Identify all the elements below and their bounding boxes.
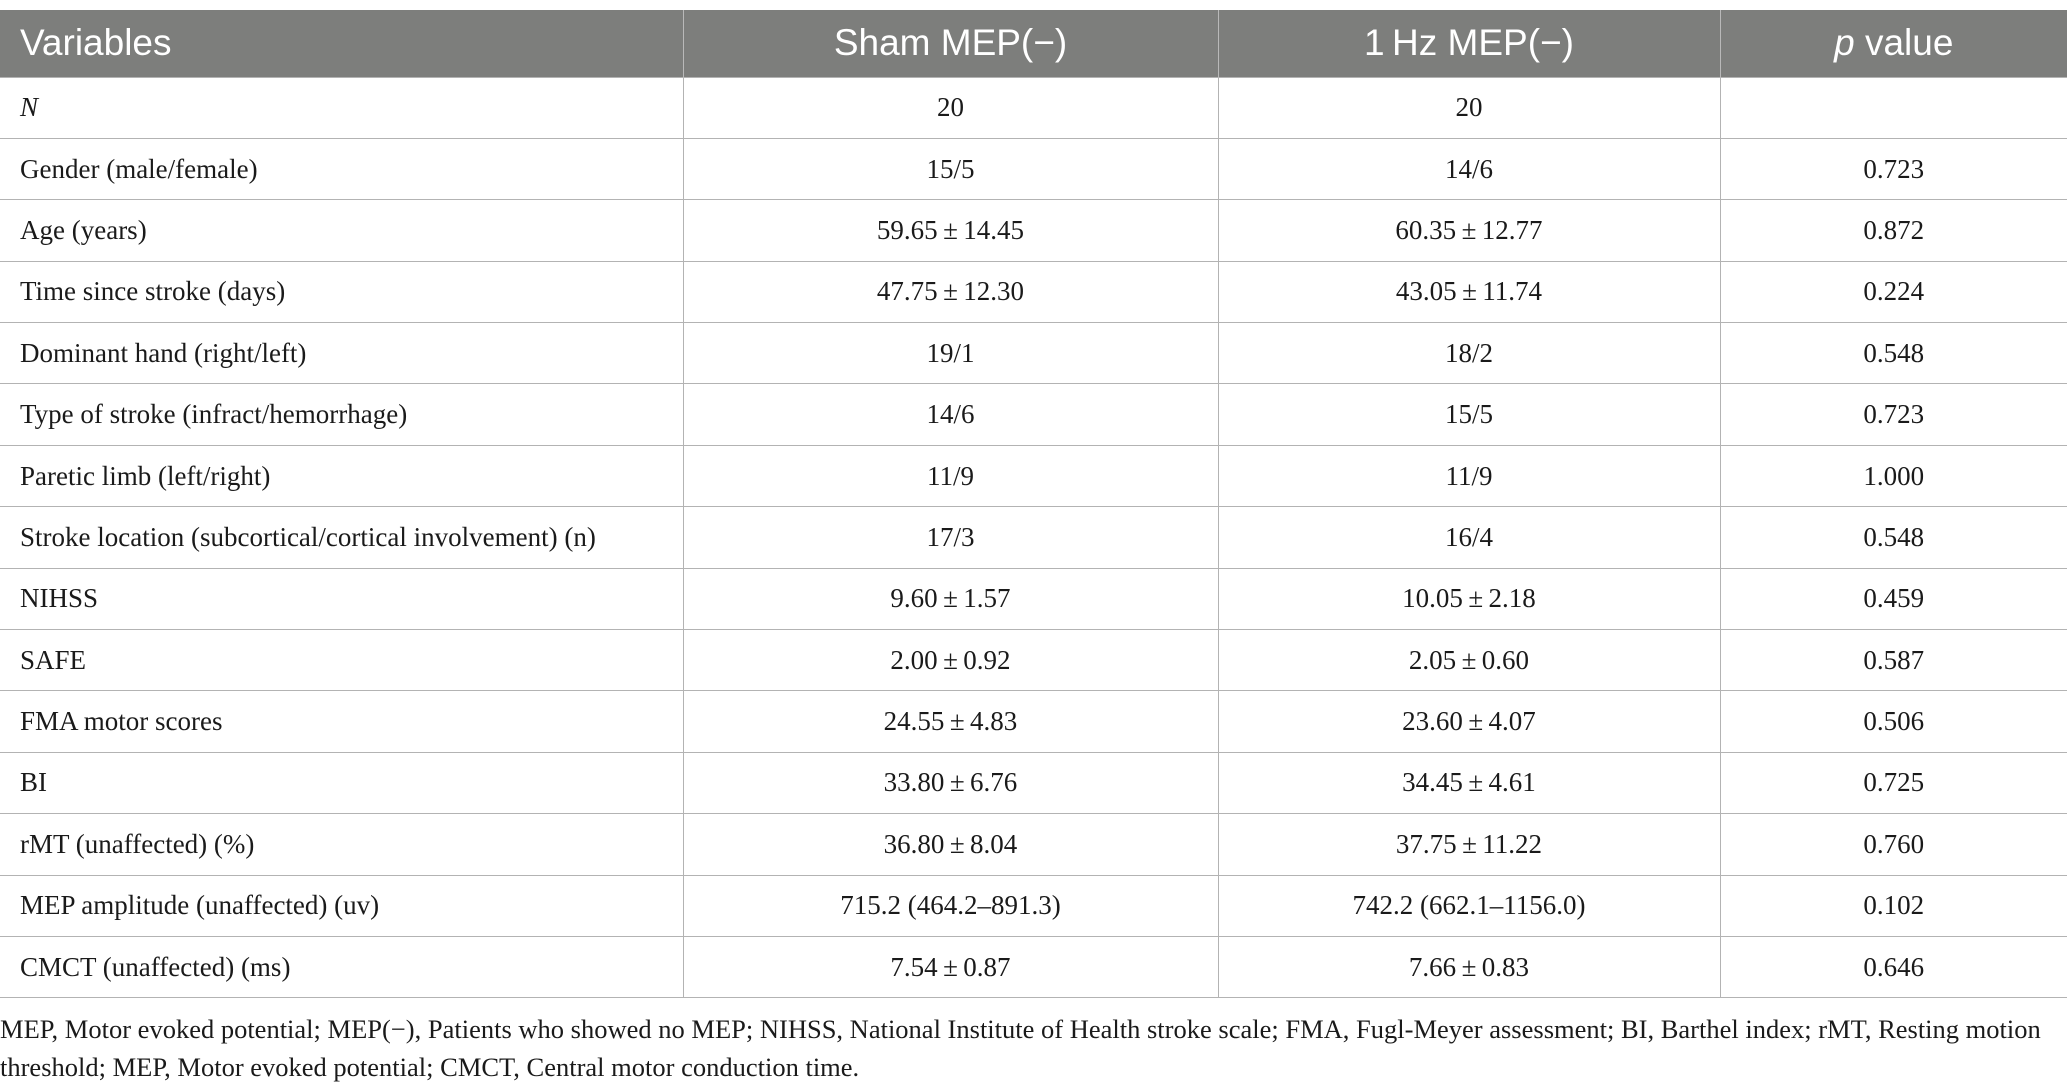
cell-sham: 47.75 ± 12.30 bbox=[682, 260, 1219, 324]
cell-sham: 2.00 ± 0.92 bbox=[682, 629, 1219, 692]
row-label: MEP amplitude (unaffected) (uv) bbox=[0, 874, 684, 937]
table-row: NIHSS 9.60 ± 1.57 10.05 ± 2.18 0.459 bbox=[0, 567, 2067, 631]
table-row: FMA motor scores 24.55 ± 4.83 23.60 ± 4.… bbox=[0, 690, 2067, 753]
cell-1hz: 16/4 bbox=[1217, 506, 1721, 569]
table-row: Age (years) 59.65 ± 14.45 60.35 ± 12.77 … bbox=[0, 199, 2067, 262]
cell-p-value: 0.102 bbox=[1719, 874, 2067, 937]
cell-sham: 24.55 ± 4.83 bbox=[682, 690, 1219, 753]
cell-1hz: 23.60 ± 4.07 bbox=[1217, 690, 1721, 753]
cell-sham: 14/6 bbox=[682, 383, 1219, 446]
cell-sham: 20 bbox=[682, 76, 1219, 139]
cell-p-value: 0.548 bbox=[1719, 506, 2067, 569]
cell-sham: 15/5 bbox=[682, 137, 1219, 201]
cell-1hz: 7.66 ± 0.83 bbox=[1217, 935, 1721, 999]
table-row: CMCT (unaffected) (ms) 7.54 ± 0.87 7.66 … bbox=[0, 935, 2067, 999]
cell-sham: 9.60 ± 1.57 bbox=[682, 567, 1219, 631]
cell-p-value: 0.872 bbox=[1719, 199, 2067, 262]
cell-sham: 36.80 ± 8.04 bbox=[682, 813, 1219, 876]
cell-p-value: 1.000 bbox=[1719, 444, 2067, 508]
cell-p-value: 0.587 bbox=[1719, 629, 2067, 692]
header-1hz: 1 Hz MEP(−) bbox=[1217, 10, 1721, 77]
table-row: MEP amplitude (unaffected) (uv) 715.2 (4… bbox=[0, 874, 2067, 937]
table-row: Stroke location (subcortical/cortical in… bbox=[0, 506, 2067, 569]
row-label: Type of stroke (infract/hemorrhage) bbox=[0, 383, 684, 446]
table-body: N 20 20 Gender (male/female) 15/5 14/6 0… bbox=[0, 76, 2067, 999]
table-row: Dominant hand (right/left) 19/1 18/2 0.5… bbox=[0, 322, 2067, 385]
header-p-italic: p bbox=[1834, 22, 1855, 64]
cell-1hz: 10.05 ± 2.18 bbox=[1217, 567, 1721, 631]
cell-p-value: 0.548 bbox=[1719, 322, 2067, 385]
table-row: BI 33.80 ± 6.76 34.45 ± 4.61 0.725 bbox=[0, 751, 2067, 815]
cell-sham: 715.2 (464.2–891.3) bbox=[682, 874, 1219, 937]
cell-1hz: 742.2 (662.1–1156.0) bbox=[1217, 874, 1721, 937]
row-label: Gender (male/female) bbox=[0, 137, 684, 201]
header-row: Variables Sham MEP(−) 1 Hz MEP(−) p valu… bbox=[0, 10, 2067, 77]
row-label: N bbox=[0, 76, 684, 139]
cell-p-value: 0.646 bbox=[1719, 935, 2067, 999]
row-label: rMT (unaffected) (%) bbox=[0, 813, 684, 876]
row-label: Age (years) bbox=[0, 199, 684, 262]
cell-p-value: 0.224 bbox=[1719, 260, 2067, 324]
table-footnote: MEP, Motor evoked potential; MEP(−), Pat… bbox=[0, 1014, 2041, 1082]
cell-p-value bbox=[1719, 76, 2067, 139]
cell-1hz: 15/5 bbox=[1217, 383, 1721, 446]
row-label: Paretic limb (left/right) bbox=[0, 444, 684, 508]
table-header: Variables Sham MEP(−) 1 Hz MEP(−) p valu… bbox=[0, 10, 2067, 77]
table-row: Gender (male/female) 15/5 14/6 0.723 bbox=[0, 137, 2067, 201]
cell-p-value: 0.459 bbox=[1719, 567, 2067, 631]
row-label: SAFE bbox=[0, 629, 684, 692]
header-variables: Variables bbox=[0, 10, 684, 77]
header-p-value: p value bbox=[1719, 10, 2067, 77]
cell-1hz: 11/9 bbox=[1217, 444, 1721, 508]
table-row: Type of stroke (infract/hemorrhage) 14/6… bbox=[0, 383, 2067, 446]
table-row: SAFE 2.00 ± 0.92 2.05 ± 0.60 0.587 bbox=[0, 629, 2067, 692]
cell-1hz: 43.05 ± 11.74 bbox=[1217, 260, 1721, 324]
row-label: BI bbox=[0, 751, 684, 815]
cell-1hz: 14/6 bbox=[1217, 137, 1721, 201]
data-table: Variables Sham MEP(−) 1 Hz MEP(−) p valu… bbox=[0, 10, 2067, 999]
cell-sham: 19/1 bbox=[682, 322, 1219, 385]
cell-p-value: 0.723 bbox=[1719, 137, 2067, 201]
cell-1hz: 37.75 ± 11.22 bbox=[1217, 813, 1721, 876]
row-label: Time since stroke (days) bbox=[0, 260, 684, 324]
row-label: Stroke location (subcortical/cortical in… bbox=[0, 506, 684, 569]
cell-1hz: 60.35 ± 12.77 bbox=[1217, 199, 1721, 262]
cell-sham: 7.54 ± 0.87 bbox=[682, 935, 1219, 999]
row-label: Dominant hand (right/left) bbox=[0, 322, 684, 385]
header-p-rest: value bbox=[1854, 22, 1954, 64]
table-row: Time since stroke (days) 47.75 ± 12.30 4… bbox=[0, 260, 2067, 324]
table-row: Paretic limb (left/right) 11/9 11/9 1.00… bbox=[0, 444, 2067, 508]
cell-p-value: 0.725 bbox=[1719, 751, 2067, 815]
row-label: NIHSS bbox=[0, 567, 684, 631]
table-container: Variables Sham MEP(−) 1 Hz MEP(−) p valu… bbox=[0, 10, 2067, 999]
header-sham: Sham MEP(−) bbox=[682, 10, 1219, 77]
table-row: rMT (unaffected) (%) 36.80 ± 8.04 37.75 … bbox=[0, 813, 2067, 876]
cell-1hz: 34.45 ± 4.61 bbox=[1217, 751, 1721, 815]
cell-1hz: 18/2 bbox=[1217, 322, 1721, 385]
cell-sham: 59.65 ± 14.45 bbox=[682, 199, 1219, 262]
cell-p-value: 0.506 bbox=[1719, 690, 2067, 753]
cell-1hz: 2.05 ± 0.60 bbox=[1217, 629, 1721, 692]
table-row: N 20 20 bbox=[0, 76, 2067, 139]
cell-sham: 33.80 ± 6.76 bbox=[682, 751, 1219, 815]
cell-sham: 17/3 bbox=[682, 506, 1219, 569]
cell-p-value: 0.760 bbox=[1719, 813, 2067, 876]
cell-sham: 11/9 bbox=[682, 444, 1219, 508]
row-label: FMA motor scores bbox=[0, 690, 684, 753]
cell-1hz: 20 bbox=[1217, 76, 1721, 139]
cell-p-value: 0.723 bbox=[1719, 383, 2067, 446]
row-label: CMCT (unaffected) (ms) bbox=[0, 935, 684, 999]
